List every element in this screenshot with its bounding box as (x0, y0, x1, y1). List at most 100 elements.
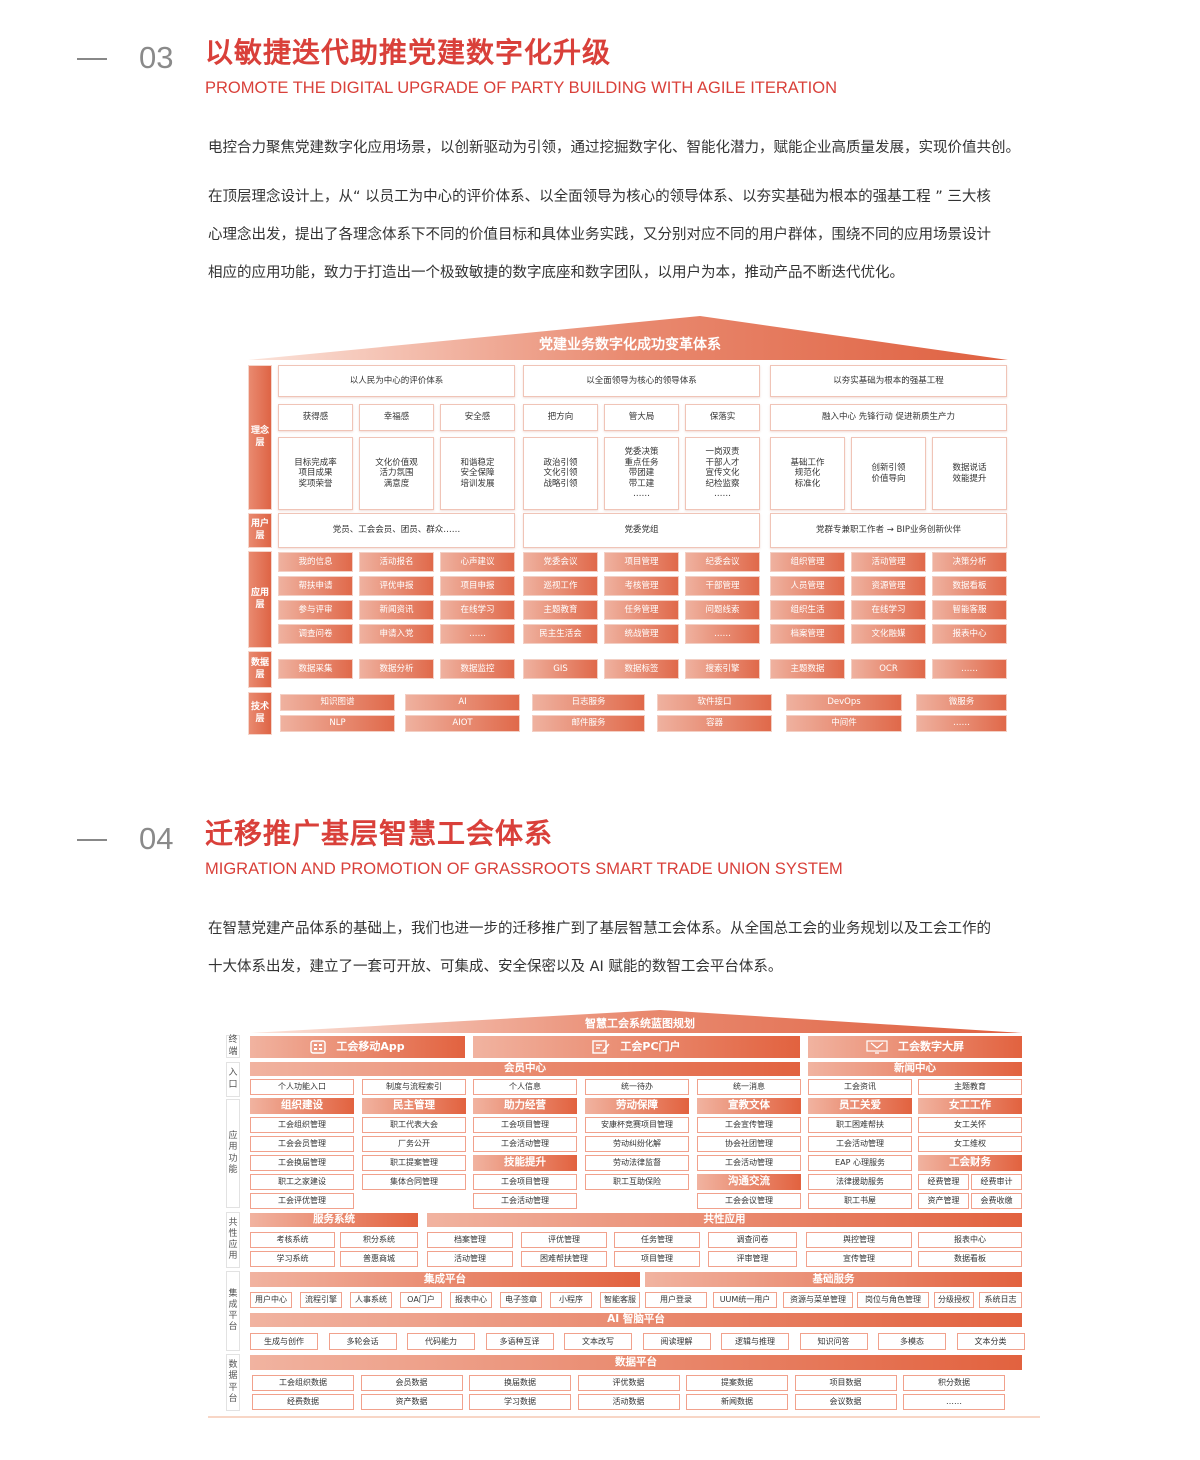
terminal-pc-portal[interactable]: 工会PC门户 (473, 1036, 800, 1058)
app-function-item[interactable]: 经费管理 (918, 1174, 969, 1190)
entry-item[interactable]: 主题教育 (918, 1079, 1022, 1095)
integration-item[interactable]: 岗位与角色管理 (857, 1292, 929, 1308)
app-function-item[interactable]: 安康杯竞赛项目管理 (585, 1117, 689, 1133)
app-function-item[interactable]: 集体合同管理 (362, 1174, 466, 1190)
ai-capability-item[interactable]: 逻辑与推理 (721, 1333, 789, 1350)
data-item[interactable]: 学习数据 (469, 1394, 571, 1410)
app-function-item[interactable]: 工会换届管理 (250, 1155, 354, 1171)
app-function-item[interactable]: 劳动法律监督 (585, 1155, 689, 1171)
app-function-item[interactable]: 劳动纠纷化解 (585, 1136, 689, 1152)
data-item[interactable]: 换届数据 (469, 1375, 571, 1391)
integration-item[interactable]: 用户中心 (250, 1292, 292, 1308)
app-function-item[interactable]: 经费审计 (971, 1174, 1022, 1190)
data-item[interactable]: 会议数据 (794, 1394, 897, 1410)
integration-item[interactable]: 流程引擎 (300, 1292, 342, 1308)
integration-item[interactable]: 小程序 (550, 1292, 592, 1308)
common-app-item[interactable]: 调查问卷 (708, 1232, 797, 1248)
app-function-item[interactable]: 工会组织管理 (250, 1117, 354, 1133)
entry-item[interactable]: 统一消息 (697, 1079, 801, 1095)
app-function-item[interactable]: 工会活动管理 (808, 1136, 912, 1152)
entry-item[interactable]: 工会资讯 (808, 1079, 912, 1095)
ai-capability-item[interactable]: 阅读理解 (642, 1333, 711, 1350)
app-function-item[interactable]: 工会评优管理 (250, 1193, 354, 1209)
app-function-item[interactable]: 职工之家建设 (250, 1174, 354, 1190)
integration-item[interactable]: 用户登录 (645, 1292, 707, 1308)
data-item[interactable]: 积分数据 (903, 1375, 1005, 1391)
common-app-item[interactable]: 学习系统 (250, 1251, 335, 1267)
data-item: …… (932, 659, 1007, 679)
common-app-item[interactable]: 积分系统 (340, 1232, 418, 1248)
common-app-item[interactable]: 宣传管理 (806, 1251, 912, 1267)
ai-capability-item[interactable]: 代码能力 (407, 1333, 475, 1350)
data-item[interactable]: 新闻数据 (686, 1394, 788, 1410)
data-item[interactable]: …… (903, 1394, 1005, 1410)
app-function-item[interactable]: 工会宣传管理 (697, 1117, 801, 1133)
common-app-item[interactable]: 数据看板 (918, 1251, 1022, 1267)
app-function-item[interactable]: 女工维权 (918, 1136, 1022, 1152)
app-function-item[interactable]: 会费收缴 (971, 1193, 1022, 1209)
ai-capability-item[interactable]: 多轮会话 (328, 1333, 397, 1350)
integration-item[interactable]: 分级授权 (934, 1292, 974, 1308)
integration-item[interactable]: 系统日志 (979, 1292, 1022, 1308)
integration-item[interactable]: 电子签章 (500, 1292, 542, 1308)
integration-item[interactable]: OA门户 (400, 1292, 442, 1308)
data-item[interactable]: 经费数据 (252, 1394, 354, 1410)
terminal-big-screen[interactable]: 工会数字大屏 (808, 1036, 1022, 1058)
app-function-item[interactable]: 资产管理 (918, 1193, 969, 1209)
ai-capability-item[interactable]: 知识问答 (799, 1333, 868, 1350)
common-app-item[interactable]: 档案管理 (427, 1232, 513, 1248)
entry-item[interactable]: 制度与流程索引 (362, 1079, 466, 1095)
common-app-item[interactable]: 活动管理 (427, 1251, 513, 1267)
common-app-item[interactable]: 困难帮扶管理 (521, 1251, 607, 1267)
ai-capability-item[interactable]: 多模态 (878, 1333, 946, 1350)
system-header: 以夯实基础为根本的强基工程 (770, 365, 1007, 397)
entry-item[interactable]: 统一待办 (585, 1079, 689, 1095)
section-subtitle: PROMOTE THE DIGITAL UPGRADE OF PARTY BUI… (205, 79, 837, 97)
integration-item[interactable]: 智能客服 (600, 1292, 640, 1308)
app-function-item[interactable]: 法律援助服务 (808, 1174, 912, 1190)
app-function-item[interactable]: 职工互助保险 (585, 1174, 689, 1190)
app-function-item[interactable]: 工会项目管理 (473, 1174, 577, 1190)
common-app-item[interactable]: 报表中心 (918, 1232, 1022, 1248)
integration-item[interactable]: UUM统一用户 (713, 1292, 777, 1308)
data-item[interactable]: 提案数据 (686, 1375, 788, 1391)
app-function-item[interactable]: 工会活动管理 (697, 1155, 801, 1171)
integration-item[interactable]: 人事系统 (350, 1292, 392, 1308)
app-function-item[interactable]: 工会活动管理 (473, 1136, 577, 1152)
terminal-mobile-app[interactable]: 工会移动App (250, 1036, 465, 1058)
data-item[interactable]: 项目数据 (794, 1375, 897, 1391)
common-app-item[interactable]: 任务管理 (614, 1232, 700, 1248)
app-function-item[interactable]: 职工书屋 (808, 1193, 912, 1209)
pillar-item: 幸福感 (359, 404, 434, 431)
common-app-item[interactable]: 评审管理 (708, 1251, 797, 1267)
app-function-item[interactable]: 工会活动管理 (473, 1193, 577, 1209)
ai-capability-item[interactable]: 文本分类 (956, 1333, 1025, 1350)
integration-item[interactable]: 报表中心 (450, 1292, 492, 1308)
app-function-item[interactable]: 职工提案管理 (362, 1155, 466, 1171)
app-function-item[interactable]: 工会项目管理 (473, 1117, 577, 1133)
data-item[interactable]: 工会组织数据 (252, 1375, 354, 1391)
app-function-item[interactable]: 厂务公开 (362, 1136, 466, 1152)
ai-capability-item[interactable]: 生成与创作 (250, 1333, 318, 1350)
common-app-item[interactable]: 普惠商城 (340, 1251, 418, 1267)
app-function-item[interactable]: 女工关怀 (918, 1117, 1022, 1133)
app-function-item[interactable]: 工会会员管理 (250, 1136, 354, 1152)
ai-capability-item[interactable]: 文本改写 (564, 1333, 632, 1350)
common-app-item[interactable]: 评优管理 (521, 1232, 607, 1248)
app-function-item[interactable]: 协会社团管理 (697, 1136, 801, 1152)
entry-item[interactable]: 个人功能入口 (250, 1079, 354, 1095)
ai-capability-item[interactable]: 多语种互译 (485, 1333, 554, 1350)
entry-item[interactable]: 个人信息 (473, 1079, 577, 1095)
common-app-item[interactable]: 舆控管理 (806, 1232, 912, 1248)
common-app-item[interactable]: 考核系统 (250, 1232, 335, 1248)
data-item[interactable]: 活动数据 (577, 1394, 680, 1410)
app-function-item[interactable]: EAP 心理服务 (808, 1155, 912, 1171)
data-item[interactable]: 资产数据 (360, 1394, 463, 1410)
app-function-item[interactable]: 职工代表大会 (362, 1117, 466, 1133)
integration-item[interactable]: 资源与菜单管理 (783, 1292, 853, 1308)
common-app-item[interactable]: 项目管理 (614, 1251, 700, 1267)
data-item[interactable]: 评优数据 (577, 1375, 680, 1391)
app-function-item[interactable]: 职工困难帮扶 (808, 1117, 912, 1133)
data-item[interactable]: 会员数据 (360, 1375, 463, 1391)
app-function-item[interactable]: 工会会议管理 (697, 1193, 801, 1209)
